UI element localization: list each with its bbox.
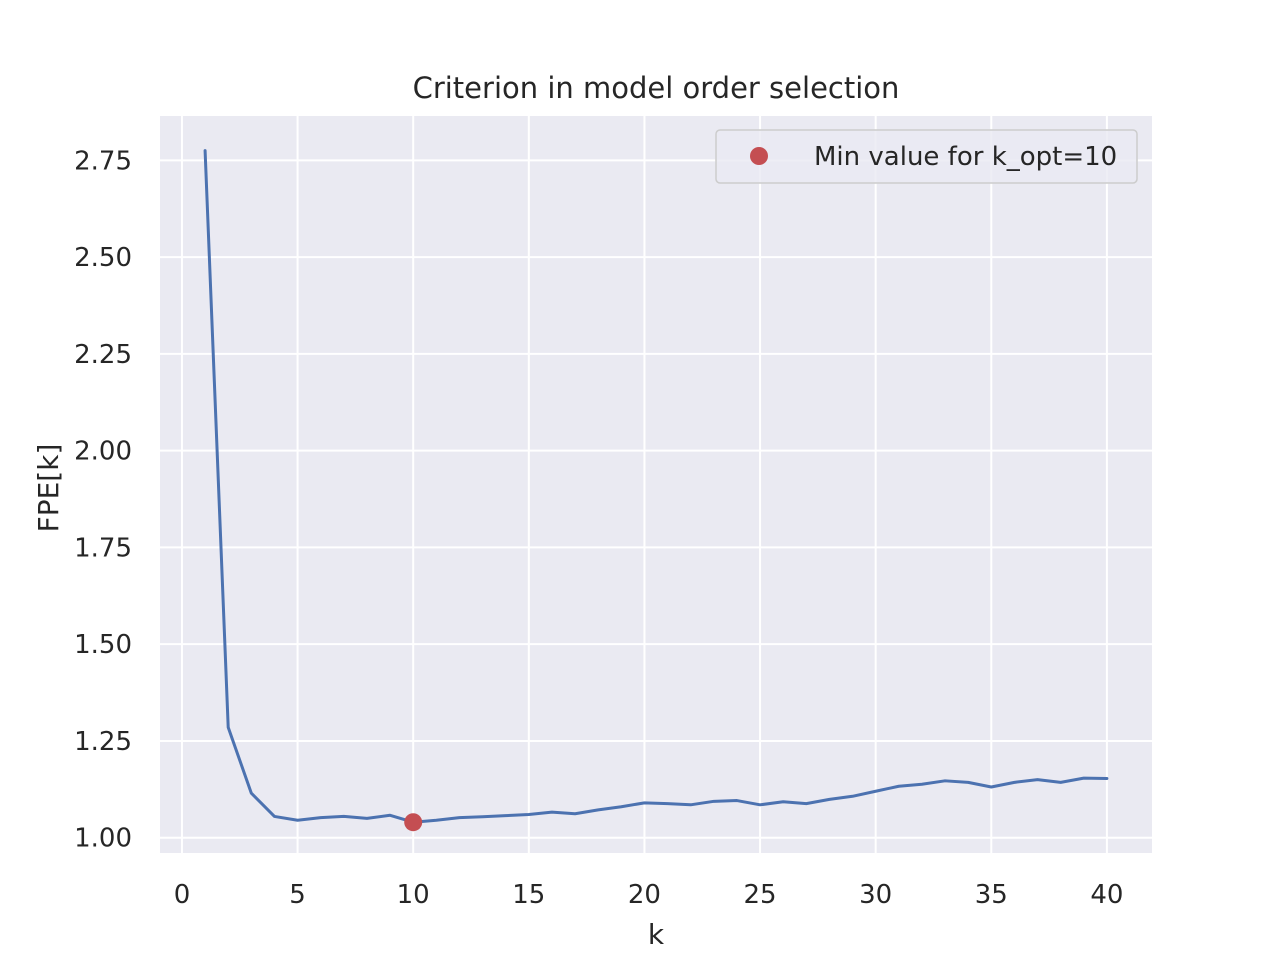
x-tick-label: 15 <box>512 880 545 910</box>
fpe-line <box>203 149 1109 824</box>
x-tick-label: 5 <box>289 880 306 910</box>
x-tick-label: 20 <box>628 880 661 910</box>
plot-area <box>160 116 1152 853</box>
min-value-marker <box>404 813 423 832</box>
x-tick-label: 40 <box>1090 880 1123 910</box>
x-tick-label: 0 <box>174 880 191 910</box>
x-tick-label: 30 <box>859 880 892 910</box>
y-tick-label: 2.25 <box>74 340 132 370</box>
chart-title: Criterion in model order selection <box>413 71 900 105</box>
x-tick-label: 35 <box>975 880 1008 910</box>
y-tick-label: 1.75 <box>74 533 132 563</box>
legend: Min value for k_opt=10 <box>715 129 1138 184</box>
legend-box <box>715 129 1138 184</box>
y-tick-labels: 1.00 1.25 1.50 1.75 2.00 2.25 2.50 2.75 <box>74 146 132 853</box>
y-tick-label: 1.00 <box>74 824 132 854</box>
x-tick-label: 25 <box>744 880 777 910</box>
y-tick-label: 1.25 <box>74 727 132 757</box>
legend-label: Min value for k_opt=10 <box>814 142 1117 172</box>
legend-marker <box>750 147 768 165</box>
series-layer <box>203 149 1109 832</box>
x-tick-label: 10 <box>397 880 430 910</box>
x-axis-label: k <box>648 918 665 951</box>
y-tick-label: 2.50 <box>74 243 132 273</box>
grid-lines <box>160 116 1152 853</box>
y-axis-label: FPE[k] <box>32 444 65 533</box>
y-tick-label: 1.50 <box>74 630 132 660</box>
y-tick-label: 2.75 <box>74 146 132 176</box>
y-tick-label: 2.00 <box>74 437 132 467</box>
x-tick-labels: 0 5 10 15 20 25 30 35 40 <box>174 880 1124 910</box>
